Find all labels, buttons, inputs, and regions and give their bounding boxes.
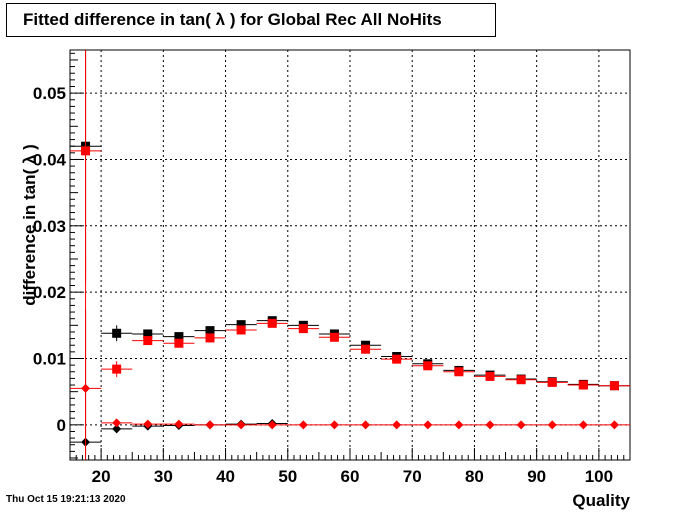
x-tick-label: 60 (341, 467, 360, 486)
data-point-square (81, 146, 91, 156)
y-tick-label: 0.05 (33, 84, 66, 103)
chart-title: Fitted difference in tan( λ ) for Global… (23, 10, 442, 29)
x-tick-label: 100 (585, 467, 613, 486)
data-point-square (423, 361, 433, 371)
data-point-square (392, 354, 402, 364)
data-point-diamond (516, 420, 526, 430)
data-point-diamond (112, 424, 122, 434)
y-tick-label: 0.02 (33, 283, 66, 302)
data-point-diamond (81, 383, 91, 393)
data-point-square (174, 332, 184, 342)
data-point-diamond (609, 420, 619, 430)
data-point-diamond (205, 420, 215, 430)
y-axis-label: difference in tan( λ ) (20, 144, 39, 306)
data-point-square (112, 364, 122, 374)
x-tick-label: 40 (216, 467, 235, 486)
data-point-diamond (392, 420, 402, 430)
data-point-square (205, 333, 215, 343)
data-point-square (143, 329, 153, 339)
data-point-square (578, 380, 588, 390)
x-axis-label: Quality (572, 491, 630, 510)
y-tick-label: 0.04 (33, 150, 67, 169)
data-point-diamond (267, 420, 277, 430)
data-point-diamond (143, 419, 153, 429)
data-point-square (609, 381, 619, 391)
data-point-square (485, 371, 495, 381)
data-point-diamond (547, 420, 557, 430)
data-point-square (329, 332, 339, 342)
data-point-square (454, 367, 464, 377)
data-point-square (298, 324, 308, 334)
data-point-square (143, 336, 153, 346)
data-point-diamond (174, 419, 184, 429)
x-tick-label: 50 (278, 467, 297, 486)
data-point-square (236, 325, 246, 335)
y-tick-label: 0 (57, 416, 66, 435)
y-tick-label: 0.01 (33, 349, 66, 368)
data-point-diamond (454, 420, 464, 430)
y-tick-label: 0.03 (33, 217, 66, 236)
data-point-square (361, 344, 371, 354)
x-tick-label: 20 (92, 467, 111, 486)
x-tick-label: 80 (465, 467, 484, 486)
data-point-diamond (298, 420, 308, 430)
data-point-diamond (485, 420, 495, 430)
data-point-diamond (578, 420, 588, 430)
chart-title-box: Fitted difference in tan( λ ) for Global… (6, 3, 496, 37)
timestamp: Thu Oct 15 19:21:13 2020 (6, 494, 126, 505)
data-point-diamond (112, 418, 122, 428)
data-point-square (267, 318, 277, 328)
x-tick-label: 70 (403, 467, 422, 486)
data-point-square (236, 320, 246, 330)
data-point-square (516, 375, 526, 385)
data-point-square (205, 326, 215, 336)
data-point-square (547, 377, 557, 387)
data-point-diamond (236, 420, 246, 430)
x-tick-label: 30 (154, 467, 173, 486)
x-tick-label: 90 (527, 467, 546, 486)
data-point-diamond (329, 420, 339, 430)
data-point-diamond (423, 420, 433, 430)
data-point-square (112, 328, 122, 338)
data-point-diamond (361, 420, 371, 430)
data-point-square (174, 338, 184, 348)
